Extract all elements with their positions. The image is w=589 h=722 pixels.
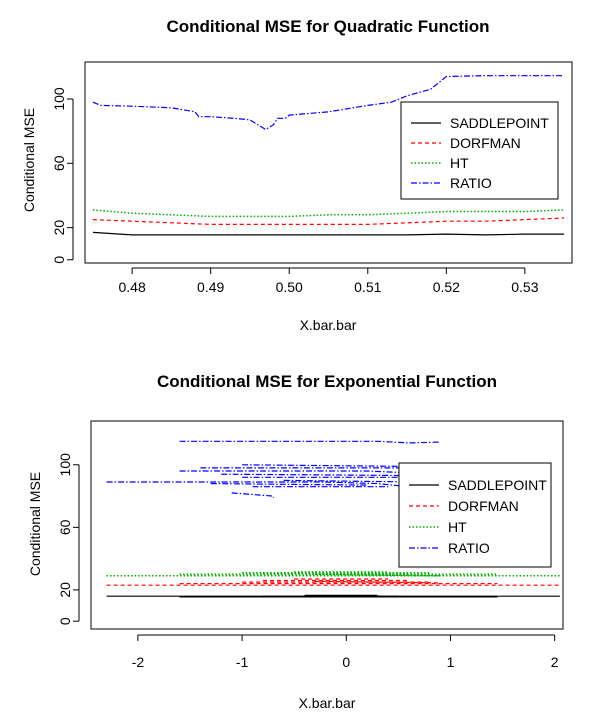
x-tick-label: 0.52 [433,279,460,295]
series-line-ratio-9 [242,464,409,467]
legend-label-ht: HT [448,519,467,535]
series-line-ratio-4 [200,467,441,472]
series-line-ratio-10 [283,479,420,483]
y-tick-label: 20 [51,220,67,236]
chart-quadratic: Conditional MSE for Quadratic Function X… [21,17,573,333]
legend-label-ratio: RATIO [450,175,492,191]
y-tick-label: 0 [57,617,73,625]
series-line-ratio-6 [221,473,430,477]
series-line-saddlepoint [92,231,565,236]
legend-label-dorfman: DORFMAN [450,135,521,151]
chart-title: Conditional MSE for Quadratic Function [167,17,490,36]
y-axis-label: Conditional MSE [27,472,43,576]
series-group [92,75,565,236]
series-line-ratio-11 [210,483,368,486]
series-line-ratio [92,75,565,131]
x-axis-label: X.bar.bar [300,317,357,333]
series-line-ratio-1 [179,440,441,444]
chart-title: Conditional MSE for Exponential Function [157,372,497,391]
x-tick-label: -1 [236,654,249,670]
x-tick-label: 2 [551,654,559,670]
legend-label-saddlepoint: SADDLEPOINT [450,115,549,131]
x-axis-label: X.bar.bar [299,695,356,711]
legend-label-saddlepoint: SADDLEPOINT [448,477,547,493]
series-line-ht [92,209,565,218]
y-tick-label: 20 [57,582,73,598]
legend-box [398,462,552,568]
series-line-ratio-3 [179,470,441,475]
plot-frame [84,61,573,264]
legend: SADDLEPOINT DORFMAN HT RATIO [400,101,559,200]
chart-exponential: Conditional MSE for Exponential Function… [27,372,564,711]
y-tick-label: 100 [57,453,73,477]
series-group [106,440,560,598]
x-tick-label: 0.50 [276,279,303,295]
x-tick-label: 0 [342,654,350,670]
y-tick-label: 0 [51,256,67,264]
legend: SADDLEPOINT DORFMAN HT RATIO [398,462,552,568]
x-tick-label: 0.51 [354,279,381,295]
x-tick-label: 0.53 [511,279,538,295]
series-line-ratio-8 [231,492,274,498]
x-tick-label: 0.49 [197,279,224,295]
axes: 0.48 0.49 0.50 0.51 0.52 0.53 0 20 60 100 [51,87,539,295]
x-tick-label: -2 [132,654,145,670]
x-tick-label: 0.48 [119,279,146,295]
legend-label-ht: HT [450,155,469,171]
plot-frame [90,420,564,630]
x-tick-label: 1 [447,654,455,670]
y-tick-label: 100 [51,87,67,111]
y-tick-label: 60 [51,155,67,171]
legend-label-ratio: RATIO [448,540,490,556]
y-tick-label: 60 [57,519,73,535]
legend-label-dorfman: DORFMAN [448,498,519,514]
series-line-ratio-2 [106,481,409,488]
y-axis-label: Conditional MSE [21,108,37,212]
series-line-dorfman [92,217,565,225]
